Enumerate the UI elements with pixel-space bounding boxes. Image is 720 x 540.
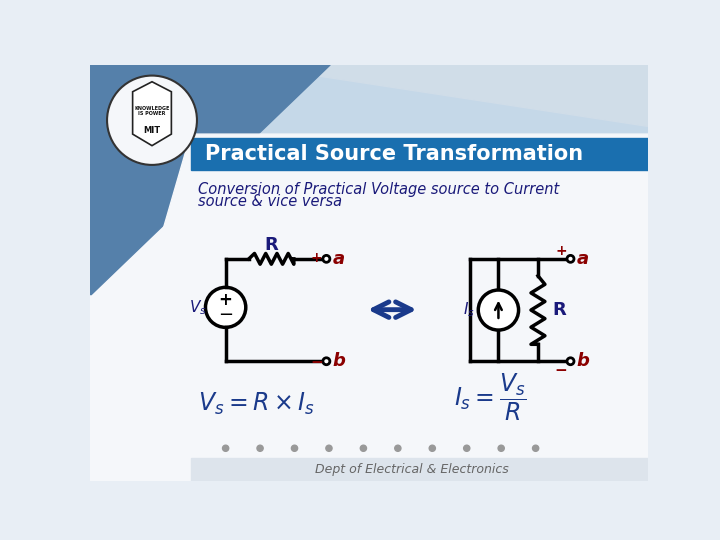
Circle shape [326,445,332,451]
Circle shape [429,445,436,451]
Polygon shape [191,65,648,138]
Text: KNOWLEDGE
IS POWER: KNOWLEDGE IS POWER [135,106,170,117]
Text: −: − [555,363,567,378]
Text: $I_s$: $I_s$ [463,301,475,319]
Text: $V_s$: $V_s$ [189,298,207,316]
Polygon shape [132,82,171,146]
Text: Dept of Electrical & Electronics: Dept of Electrical & Electronics [315,463,508,476]
Polygon shape [90,65,648,138]
Text: b: b [577,352,590,370]
Text: $I_s = \dfrac{V_s}{R}$: $I_s = \dfrac{V_s}{R}$ [454,372,527,423]
Text: Conversion of Practical Voltage source to Current: Conversion of Practical Voltage source t… [199,182,559,197]
Circle shape [478,290,518,330]
Text: a: a [577,250,589,268]
Text: −: − [310,355,323,369]
Text: $V_s = R \times I_s$: $V_s = R \times I_s$ [199,390,315,417]
Circle shape [395,445,401,451]
Polygon shape [90,134,648,481]
Text: source & vice versa: source & vice versa [199,194,343,209]
Circle shape [107,76,197,165]
Text: −: − [218,306,233,324]
Circle shape [323,255,330,262]
Text: Practical Source Transformation: Practical Source Transformation [204,144,582,164]
Circle shape [360,445,366,451]
Polygon shape [90,65,330,296]
Bar [191,138,648,170]
Circle shape [222,445,229,451]
Text: R: R [552,301,566,319]
Circle shape [498,445,504,451]
Circle shape [257,445,264,451]
Text: a: a [333,250,345,268]
Text: R: R [264,236,278,254]
Circle shape [567,255,574,262]
Bar [191,457,648,481]
Circle shape [533,445,539,451]
Text: +: + [310,251,322,265]
Text: MIT: MIT [143,126,161,135]
Circle shape [205,287,246,327]
Circle shape [292,445,297,451]
Text: +: + [219,292,233,309]
Circle shape [464,445,470,451]
Circle shape [323,358,330,365]
Text: b: b [333,352,346,370]
Polygon shape [168,65,648,126]
Text: +: + [555,244,567,258]
Circle shape [567,358,574,365]
